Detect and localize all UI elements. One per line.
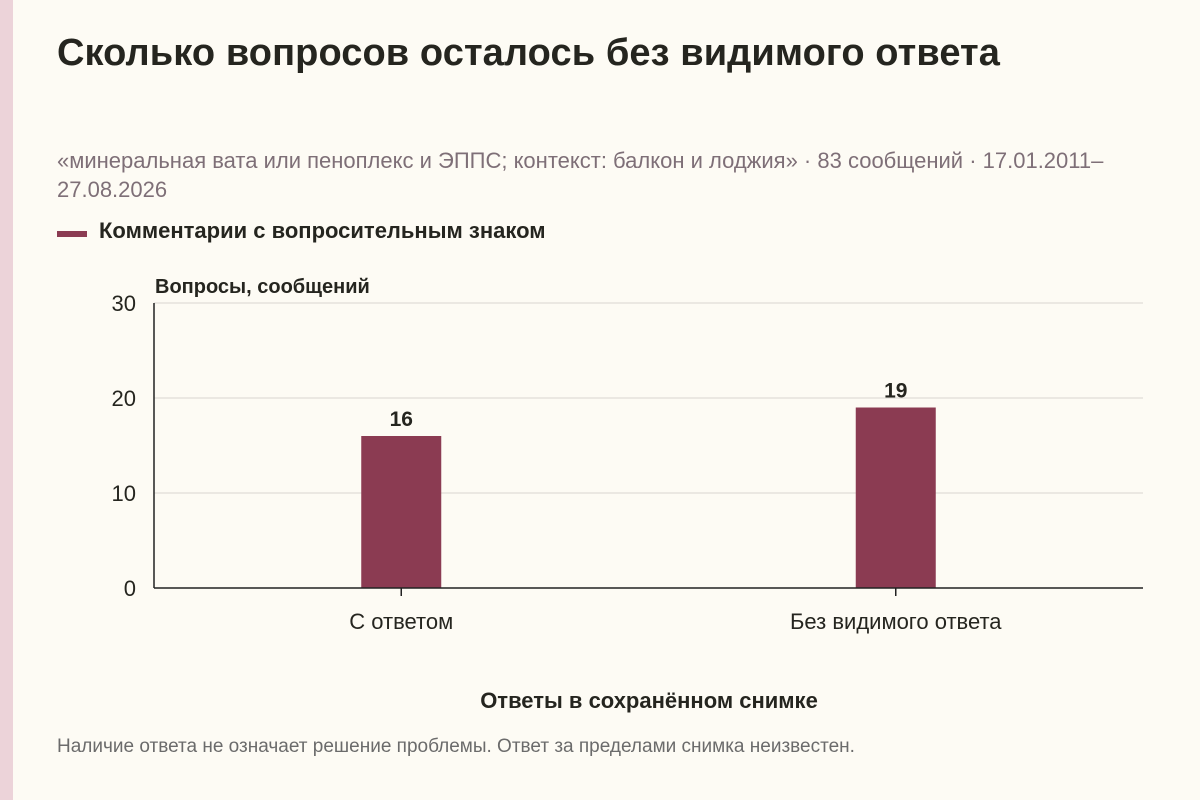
legend-swatch — [57, 231, 87, 237]
footnote: Наличие ответа не означает решение пробл… — [57, 736, 855, 757]
x-tick-labels: С ответом Без видимого ответа — [349, 609, 1002, 634]
grid-layer — [154, 302, 1143, 494]
page-title: Сколько вопросов осталось без видимого о… — [57, 32, 1000, 74]
y-axis-label: Вопросы, сообщений — [155, 276, 370, 298]
axes — [153, 303, 1143, 596]
bar — [361, 436, 442, 588]
data-label: 19 — [884, 380, 907, 403]
x-axis-label: Ответы в сохранённом снимке — [480, 688, 818, 713]
legend-label: Комментарии с вопросительным знаком — [99, 218, 546, 243]
chart-subtitle: «минеральная вата или пеноплекс и ЭППС; … — [57, 148, 1104, 202]
y-tick-label: 10 — [112, 481, 136, 506]
accent-strip — [0, 0, 13, 800]
y-tick-label: 30 — [112, 291, 136, 316]
bar — [855, 407, 936, 588]
x-tick-label: Без видимого ответа — [790, 609, 1002, 634]
y-tick-labels: 0 10 20 30 — [112, 291, 136, 601]
y-tick-label: 0 — [124, 576, 136, 601]
data-label: 16 — [390, 408, 413, 431]
x-tick-label: С ответом — [349, 609, 453, 634]
y-tick-label: 20 — [112, 386, 136, 411]
legend: Комментарии с вопросительным знаком — [57, 218, 546, 244]
